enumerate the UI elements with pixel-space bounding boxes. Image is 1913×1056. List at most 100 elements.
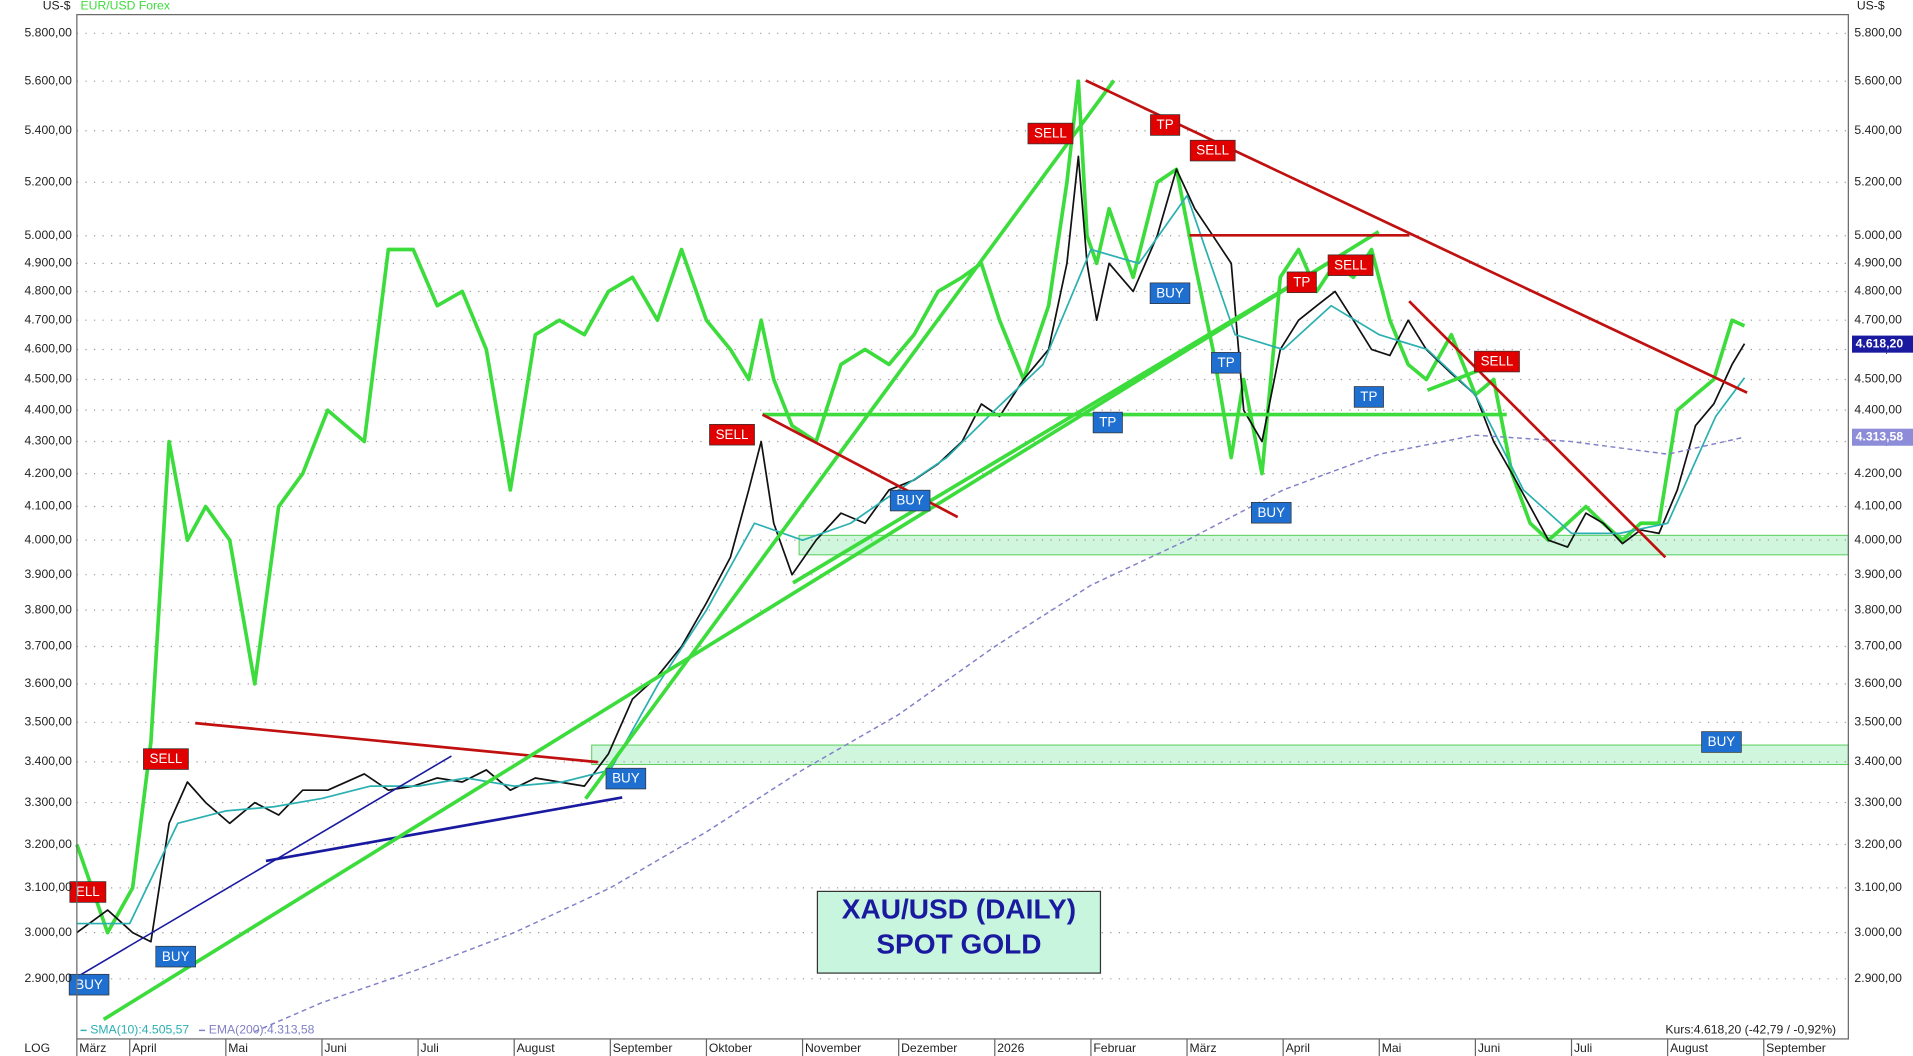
y-tick-label: 5.200,00 bbox=[25, 174, 73, 188]
x-tick-label: Oktober bbox=[709, 1041, 752, 1055]
x-tick-label: September bbox=[1766, 1041, 1826, 1055]
price-tag bbox=[1851, 335, 1913, 353]
series-line bbox=[76, 194, 1746, 925]
annotation-box bbox=[1189, 139, 1236, 162]
annotation-box bbox=[605, 767, 647, 790]
y-tick-label: 3.300,00 bbox=[25, 795, 73, 809]
x-tick-label: Februar bbox=[1093, 1041, 1136, 1055]
x-tick-label: Juni bbox=[324, 1041, 346, 1055]
y-tick-label: 4.200,00 bbox=[25, 466, 73, 480]
x-tick-label: März bbox=[79, 1041, 106, 1055]
y-tick-label: 5.600,00 bbox=[25, 73, 73, 87]
axis-unit: US-$ bbox=[1857, 0, 1885, 12]
y-tick-label: 5.800,00 bbox=[25, 26, 73, 40]
annotation-label: BUY bbox=[612, 771, 640, 786]
y-tick-label: 5.400,00 bbox=[25, 123, 73, 137]
annotation-box bbox=[1251, 502, 1292, 524]
y-tick-label: 4.900,00 bbox=[25, 256, 73, 270]
annotation-label: SELL bbox=[1196, 143, 1229, 158]
y-tick-label: 4.000,00 bbox=[1854, 532, 1902, 546]
y-tick-label: 4.800,00 bbox=[25, 284, 73, 298]
y-tick-label: 4.300,00 bbox=[25, 434, 73, 448]
price-tag-label: 4.313,58 bbox=[1856, 429, 1904, 443]
y-tick-label: 3.200,00 bbox=[1854, 837, 1902, 851]
annotation-label: SELL bbox=[1334, 257, 1367, 272]
chart-title: XAU/USD (DAILY) bbox=[842, 893, 1076, 924]
y-tick-label: 4.500,00 bbox=[1854, 372, 1902, 386]
trendline bbox=[1085, 79, 1748, 394]
y-tick-label: 3.000,00 bbox=[25, 925, 73, 939]
annotation-box bbox=[1150, 114, 1181, 136]
y-tick-label: 3.500,00 bbox=[1854, 715, 1902, 729]
annotation-label: TP bbox=[1099, 415, 1116, 430]
annotation-label: SELL bbox=[150, 751, 183, 766]
x-tick-label: Mai bbox=[228, 1041, 248, 1055]
annotation-label: BUY bbox=[75, 977, 103, 992]
x-tick-label: September bbox=[613, 1041, 673, 1055]
annotation-label: TP bbox=[1293, 274, 1310, 289]
annotation-box bbox=[1353, 386, 1384, 408]
zone bbox=[591, 744, 1849, 766]
annotation-label: BUY bbox=[1708, 734, 1736, 749]
y-tick-label: 4.500,00 bbox=[25, 372, 73, 386]
annotation-box bbox=[1027, 122, 1074, 145]
price-tag-label: 4.618,20 bbox=[1856, 336, 1904, 350]
y-tick-label: 5.800,00 bbox=[1854, 26, 1902, 40]
y-tick-label: 3.500,00 bbox=[25, 715, 73, 729]
trendline bbox=[792, 260, 1331, 585]
annotation-label: BUY bbox=[1156, 285, 1184, 300]
y-tick-label: 4.100,00 bbox=[25, 499, 73, 513]
annotations: ELL BUY SELL BUY BUY SELL BUY SELL TP TP BUY SELL TP… bbox=[68, 114, 1742, 996]
annotation-box bbox=[1211, 352, 1242, 374]
x-tick-label: Dezember bbox=[901, 1041, 957, 1055]
y-tick-label: 3.100,00 bbox=[1854, 880, 1902, 894]
annotation-label: TP bbox=[1218, 355, 1235, 370]
y-tick-label: 5.600,00 bbox=[1854, 73, 1902, 87]
y-tick-label: 3.800,00 bbox=[25, 602, 73, 616]
annotation-label: SELL bbox=[716, 427, 749, 442]
annotation-box bbox=[69, 881, 107, 903]
legend-entry: EUR/USD Forex bbox=[81, 0, 170, 12]
axis-unit: US-$ bbox=[43, 0, 71, 12]
annotation-label: TP bbox=[1360, 389, 1377, 404]
y-tick-label: 4.700,00 bbox=[1854, 312, 1902, 326]
y-tick-label: 3.900,00 bbox=[1854, 567, 1902, 581]
annotation-label: ELL bbox=[76, 884, 100, 899]
trendline bbox=[78, 755, 452, 977]
scale-label: LOG bbox=[24, 1041, 50, 1055]
plot bbox=[75, 32, 1849, 1033]
annotation-box bbox=[1327, 254, 1374, 276]
annotation-box bbox=[1092, 411, 1123, 434]
y-tick-label: 3.700,00 bbox=[25, 639, 73, 653]
x-tick-label: Juli bbox=[421, 1041, 439, 1055]
y-tick-label: 4.100,00 bbox=[1854, 499, 1902, 513]
annotation-box bbox=[1149, 282, 1191, 304]
annotation-box bbox=[1286, 271, 1317, 294]
y-tick-label: 2.900,00 bbox=[25, 971, 73, 985]
annotation-label: SELL bbox=[1481, 354, 1514, 369]
price-tag bbox=[1851, 428, 1913, 446]
y-tick-label: 4.200,00 bbox=[1854, 466, 1902, 480]
annotation-box bbox=[709, 423, 755, 446]
y-tick-label: 4.400,00 bbox=[1854, 402, 1902, 416]
series-line bbox=[76, 155, 1746, 943]
series-line bbox=[254, 434, 1745, 1033]
annotation-box bbox=[155, 945, 196, 968]
annotation-label: SELL bbox=[1034, 126, 1067, 141]
y-tick-label: 3.100,00 bbox=[25, 880, 73, 894]
x-tick-label: Juni bbox=[1478, 1041, 1500, 1055]
x-tick-label: April bbox=[1286, 1041, 1310, 1055]
y-tick-label: 5.000,00 bbox=[1854, 228, 1902, 242]
annotation-box bbox=[889, 489, 931, 512]
x-tick-label: April bbox=[132, 1041, 156, 1055]
legend-entry: EMA(200):4.313,58 bbox=[209, 1023, 315, 1037]
y-tick-label: 3.400,00 bbox=[1854, 754, 1902, 768]
legend-entry: SMA(10):4.505,57 bbox=[90, 1023, 189, 1037]
y-tick-label: 5.000,00 bbox=[25, 228, 73, 242]
trendline bbox=[584, 79, 1116, 800]
annotation-box bbox=[143, 748, 189, 770]
y-tick-label: 4.900,00 bbox=[1854, 256, 1902, 270]
y-tick-label: 3.300,00 bbox=[1854, 795, 1902, 809]
y-tick-label: 4.400,00 bbox=[25, 402, 73, 416]
title-box bbox=[816, 890, 1102, 974]
